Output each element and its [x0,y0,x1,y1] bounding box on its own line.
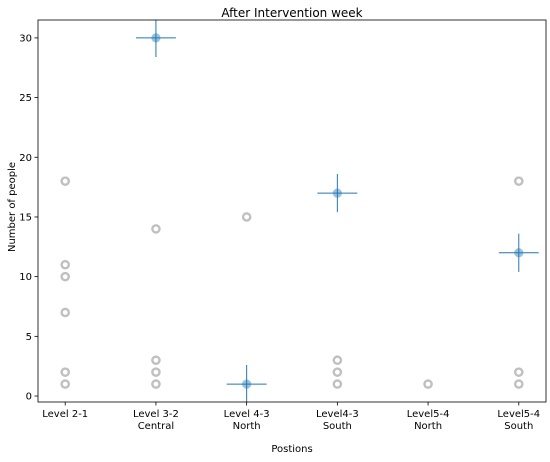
estimate-point-1 [242,379,252,389]
x-axis: Level 2-1 Level 3-2 Central Level 4-3 North L… [42,402,540,432]
chart-title: After Intervention week [221,6,362,20]
plot-area [60,20,539,402]
observation-point-0 [60,176,71,186]
y-tick-label-25: 25 [19,93,32,104]
observation-point-3 [60,307,71,318]
observation-point-15 [513,176,524,186]
observation-point-1 [60,259,71,270]
observation-point-16 [513,367,524,377]
estimate-marker-3 [498,233,539,272]
observation-point-12 [332,367,343,377]
estimate-marker-0 [135,20,176,58]
observation-point-6 [151,224,161,234]
y-tick-label-5: 5 [26,332,32,343]
x-tick-label-5: Level5-4 South [497,409,540,432]
estimate-point-3 [514,248,524,258]
x-tick-label-0: Level 2-1 [42,409,88,420]
x-axis-title: Postions [271,444,312,455]
observation-point-9 [151,379,161,389]
observation-point-13 [332,379,343,389]
plot-frame [37,19,547,403]
observation-point-10 [241,212,252,222]
observation-point-4 [60,367,71,377]
x-tick-label-2: Level 4-3 North [224,409,270,432]
y-tick-label-30: 30 [19,33,32,44]
y-tick-label-15: 15 [19,212,32,223]
y-tick-label-0: 0 [26,392,32,403]
observation-point-17 [513,379,524,389]
observation-point-14 [423,379,433,389]
y-axis: 0 5 10 15 20 25 30 [19,33,38,403]
observation-point-11 [332,355,343,366]
observation-point-2 [60,271,71,282]
y-axis-title: Number of people [7,162,18,252]
estimate-point-0 [151,33,161,43]
estimate-point-2 [332,188,342,198]
x-tick-label-1: Level 3-2 Central [133,409,179,432]
estimate-marker-1 [226,364,267,402]
y-tick-label-20: 20 [19,153,32,164]
y-tick-label-10: 10 [19,272,32,283]
estimate-marker-2 [317,173,358,213]
observation-point-8 [151,367,161,377]
x-tick-label-4: Level5-4 North [407,409,450,432]
observation-point-5 [60,379,71,389]
observation-point-7 [151,355,161,366]
x-tick-label-3: Level4-3 South [316,409,359,432]
